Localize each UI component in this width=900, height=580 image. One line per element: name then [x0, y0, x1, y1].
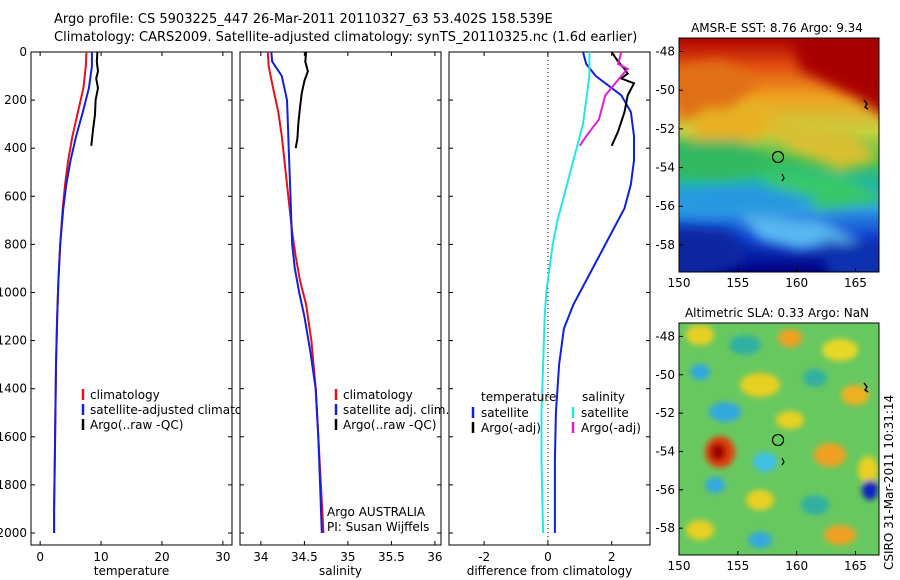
temperature-xlabel: temperature	[94, 564, 169, 578]
salinity-x-tick-label: 34	[253, 550, 268, 564]
sst_map-x-tick-label: 165	[844, 276, 867, 290]
salinity-x-tick-label: 34.5	[291, 550, 318, 564]
salinity-plot-area	[239, 51, 442, 546]
sla-island-mark	[863, 382, 869, 393]
depth-tick-label: 400	[4, 141, 27, 155]
salinity-x-tick-label: 35	[340, 550, 355, 564]
temperature-legend-label: satellite-adjusted climatology	[90, 403, 268, 417]
salinity-legend-label: satellite adj. clim.	[343, 403, 449, 417]
sla_map-y-tick-label: -58	[655, 521, 675, 535]
salinity-annotation: Argo AUSTRALIA	[327, 505, 426, 519]
salinity-legend-label: Argo(..raw -QC)	[343, 418, 436, 432]
sst-float-track	[781, 173, 785, 182]
sst-profile-marker	[771, 150, 785, 164]
difference-legend-label: satellite	[481, 406, 529, 420]
difference-legend-label: satellite	[581, 406, 629, 420]
depth-tick-label: 1800	[0, 478, 27, 492]
depth-tick-label: 600	[4, 189, 27, 203]
depth-tick-label: 0	[19, 45, 27, 59]
difference-xlabel: difference from climatology	[467, 564, 633, 578]
sla_map-x-tick-label: 155	[726, 559, 749, 573]
depth-tick-label: 200	[4, 93, 27, 107]
sst-map-panel: AMSR-E SST: 8.76 Argo: 9.34 150 155 160 165…	[655, 21, 880, 290]
depth-tick-label: 1200	[0, 334, 27, 348]
difference-x-tick-label: 0	[544, 550, 552, 564]
temperature-panel: 0 10 20 30 0 200 400 600 800 1000 1200 1400 1600 1800…	[0, 45, 268, 578]
salinity-series-argo-raw-qc	[294, 51, 309, 149]
temperature-series-satellite-adjusted-climatology	[53, 52, 93, 533]
sst_map-y-tick-label: -56	[655, 199, 675, 213]
difference-x-tick-label: 2	[608, 550, 616, 564]
sla-map-panel: Altimetric SLA: 0.33 Argo: NaN	[655, 306, 880, 573]
difference-series-temperature-satellite	[553, 51, 635, 533]
difference-x-tick-label: -2	[478, 550, 490, 564]
salinity-xlabel: salinity	[319, 564, 362, 578]
sla-float-track	[781, 457, 785, 466]
sst-map-title: AMSR-E SST: 8.76 Argo: 9.34	[691, 21, 863, 35]
salinity-legend-label: climatology	[343, 388, 413, 402]
temperature-legend-label: climatology	[90, 388, 160, 402]
sla_map-y-tick-label: -56	[655, 483, 675, 497]
sst-island-mark	[863, 99, 869, 110]
sst_map-x-tick-label: 160	[785, 276, 808, 290]
salinity-series-satellite-adj-clim	[270, 51, 323, 534]
temperature-x-tick-label: 0	[36, 550, 44, 564]
sla_map-y-tick-label: -48	[655, 329, 675, 343]
depth-tick-label: 1400	[0, 382, 27, 396]
sla_map-x-tick-label: 150	[668, 559, 691, 573]
salinity-annotation: PI: Susan Wijffels	[327, 520, 429, 534]
sla-profile-marker	[771, 433, 785, 447]
difference-legend-label: Argo(-adj)	[581, 421, 641, 435]
difference-legend-group-title: temperature	[481, 390, 556, 404]
depth-tick-label: 2000	[0, 526, 27, 540]
temperature-plot-area	[30, 51, 233, 546]
sla_map-y-tick-label: -52	[655, 406, 675, 420]
salinity-x-tick-label: 35.5	[378, 550, 405, 564]
depth-tick-label: 800	[4, 237, 27, 251]
sst-field	[679, 38, 879, 272]
difference-legend-label: Argo(-adj)	[481, 421, 541, 435]
difference-legend-group-title: salinity	[582, 390, 625, 404]
sla_map-y-tick-label: -54	[655, 444, 675, 458]
sla-map-title: Altimetric SLA: 0.33 Argo: NaN	[685, 306, 869, 320]
credit-label: CSIRO 31-Mar-2011 10:31:14	[882, 395, 896, 570]
temperature-x-tick-label: 30	[215, 550, 230, 564]
sst_map-x-tick-label: 155	[726, 276, 749, 290]
salinity-panel: 34 34.5 35 35.5 36 salinity climatologysatelli…	[239, 51, 449, 578]
depth-tick-label: 1000	[0, 285, 27, 299]
sst_map-y-tick-label: -50	[655, 83, 675, 97]
sst_map-y-tick-label: -54	[655, 161, 675, 175]
sst_map-y-tick-label: -48	[655, 45, 675, 59]
salinity-x-tick-label: 36	[427, 550, 442, 564]
sst_map-x-tick-label: 150	[668, 276, 691, 290]
sla_map-x-tick-label: 160	[785, 559, 808, 573]
sla-field	[679, 323, 879, 555]
sst_map-y-tick-label: -52	[655, 122, 675, 136]
sla_map-y-tick-label: -50	[655, 368, 675, 382]
difference-series-salinity-satellite	[540, 52, 591, 534]
depth-tick-label: 1600	[0, 430, 27, 444]
sla_map-x-tick-label: 165	[844, 559, 867, 573]
temperature-x-tick-label: 10	[93, 550, 108, 564]
header-line-1: Argo profile: CS 5903225_447 26-Mar-2011…	[54, 12, 553, 27]
difference-series-salinity-argo-adj	[578, 51, 630, 147]
sst_map-y-tick-label: -58	[655, 238, 675, 252]
header-line-2: Climatology: CARS2009. Satellite-adjuste…	[54, 30, 637, 45]
temperature-legend-label: Argo(..raw -QC)	[90, 418, 183, 432]
temperature-x-tick-label: 20	[154, 550, 169, 564]
temperature-series-argo-raw-qc	[90, 51, 100, 146]
